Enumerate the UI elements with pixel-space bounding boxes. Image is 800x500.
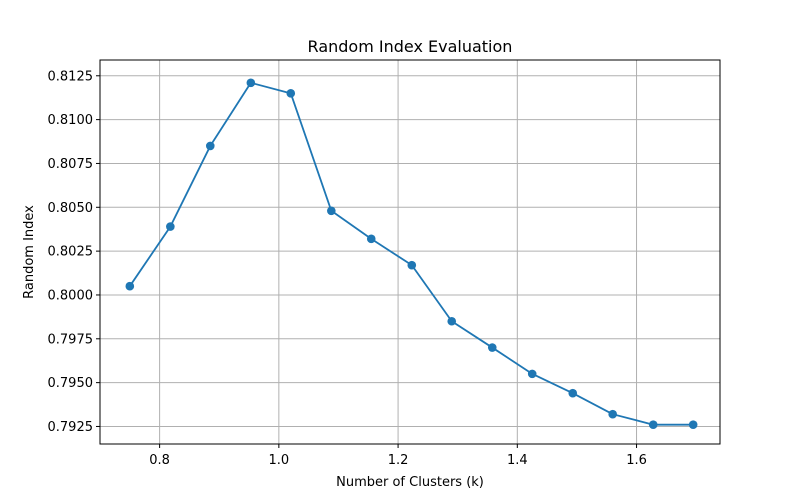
data-point — [447, 316, 457, 326]
plot-frame — [99, 59, 721, 445]
data-point — [205, 141, 215, 151]
y-tick-label: 0.8025 — [48, 245, 94, 260]
x-tick-label: 1.4 — [507, 453, 528, 468]
data-point — [648, 420, 658, 430]
data-point — [125, 281, 135, 291]
y-tick-label: 0.8000 — [48, 288, 94, 303]
data-point — [487, 343, 497, 352]
y-tick-label: 0.7925 — [48, 420, 94, 435]
data-point — [527, 369, 537, 379]
y-tick-label: 0.7975 — [48, 332, 94, 347]
y-tick-label: 0.8050 — [48, 201, 94, 216]
data-point — [286, 89, 296, 98]
data-point — [327, 206, 336, 216]
data-point — [366, 234, 376, 244]
axis-ticks: 0.8 1.0 1.2 1.4 1.6 0.7925 0.7950 0.7975 0.8000 0… — [48, 69, 647, 468]
x-tick-label: 0.8 — [149, 453, 170, 468]
x-tick-label: 1.6 — [626, 453, 647, 468]
x-tick-label: 1.0 — [269, 453, 290, 468]
data-point — [407, 260, 417, 270]
data-point — [166, 222, 175, 231]
y-tick-label: 0.8125 — [48, 69, 94, 84]
data-point — [688, 420, 698, 430]
data-point — [246, 78, 256, 88]
data-series — [125, 78, 698, 430]
chart-title: Random Index Evaluation — [308, 37, 513, 56]
x-tick-label: 1.2 — [388, 453, 409, 468]
y-tick-label: 0.8075 — [48, 157, 94, 172]
x-axis-label: Number of Clusters (k) — [336, 475, 484, 490]
grid-lines — [100, 60, 720, 444]
y-tick-label: 0.7950 — [48, 376, 94, 391]
y-axis-label: Random Index — [22, 205, 37, 299]
data-point — [608, 409, 617, 419]
data-point — [568, 388, 578, 398]
y-tick-label: 0.8100 — [48, 113, 94, 128]
